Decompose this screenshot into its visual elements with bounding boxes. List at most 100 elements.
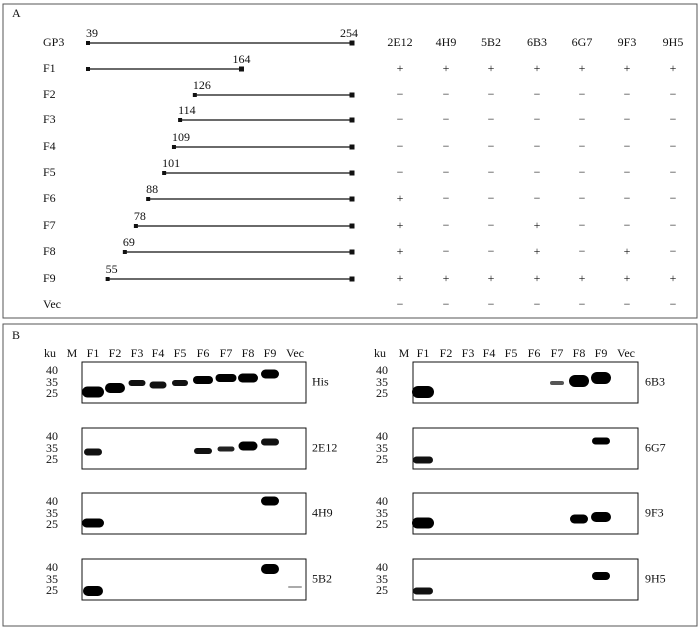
- result: +: [534, 218, 541, 232]
- result: +: [443, 61, 450, 75]
- lane-label: F5: [174, 346, 187, 360]
- band: [82, 386, 104, 398]
- column-header: 9H5: [663, 35, 684, 49]
- start-label: 114: [178, 103, 196, 117]
- result: +: [488, 271, 495, 285]
- result: −: [443, 297, 450, 311]
- start-label: 39: [86, 26, 98, 40]
- antibody-label: 4H9: [312, 505, 333, 519]
- band: [261, 369, 279, 379]
- row-label: F2: [43, 87, 56, 101]
- result: −: [397, 165, 404, 179]
- result: −: [579, 139, 586, 153]
- lane-label: F6: [197, 346, 210, 360]
- marker-label: 40: [376, 363, 388, 377]
- fragment-end: [238, 66, 244, 72]
- result: +: [670, 271, 677, 285]
- result: −: [670, 165, 677, 179]
- band: [172, 380, 188, 386]
- result: −: [443, 139, 450, 153]
- result: +: [397, 218, 404, 232]
- lane-label: F1: [417, 346, 430, 360]
- fragment-start: [86, 41, 90, 45]
- marker-label: 25: [376, 386, 388, 400]
- fragment-start: [192, 93, 197, 97]
- lane-label: F7: [551, 346, 564, 360]
- band: [149, 381, 167, 389]
- antibody-label: 2E12: [312, 440, 337, 454]
- result: −: [579, 244, 586, 258]
- result: +: [488, 61, 495, 75]
- result: +: [534, 61, 541, 75]
- marker-label: 35: [46, 375, 58, 389]
- row-label: F1: [43, 61, 56, 75]
- panel-label: B: [12, 328, 20, 342]
- result: +: [397, 191, 404, 205]
- lane-label: F8: [242, 346, 255, 360]
- result: −: [624, 191, 631, 205]
- band: [288, 586, 302, 588]
- row-label: F7: [43, 218, 56, 232]
- marker-label: 25: [376, 452, 388, 466]
- result: −: [579, 218, 586, 232]
- fragment-start: [162, 171, 167, 175]
- result: −: [488, 244, 495, 258]
- result: −: [670, 112, 677, 126]
- result: +: [534, 271, 541, 285]
- column-header: 9F3: [618, 35, 637, 49]
- lane-label: F6: [528, 346, 541, 360]
- lane-label: Vec: [286, 346, 304, 360]
- lane-label: M: [67, 346, 78, 360]
- result: +: [397, 61, 404, 75]
- result: −: [397, 297, 404, 311]
- lane-label: F2: [440, 346, 453, 360]
- result: −: [624, 139, 631, 153]
- band: [217, 446, 235, 452]
- fragment-end: [349, 196, 355, 202]
- fragment-start: [122, 250, 127, 254]
- result: +: [624, 61, 631, 75]
- result: +: [534, 244, 541, 258]
- result: −: [670, 87, 677, 101]
- band: [105, 383, 125, 393]
- start-label: 109: [172, 130, 190, 144]
- result: −: [488, 139, 495, 153]
- result: +: [624, 244, 631, 258]
- marker-label: 25: [376, 517, 388, 531]
- result: −: [443, 112, 450, 126]
- fragment-start: [171, 145, 176, 149]
- fragment-end: [349, 92, 355, 98]
- result: −: [443, 165, 450, 179]
- antibody-label: 6G7: [645, 440, 666, 454]
- marker-label: 35: [46, 572, 58, 586]
- fragment-end: [349, 40, 355, 46]
- result: −: [488, 112, 495, 126]
- result: −: [624, 112, 631, 126]
- column-header: 6B3: [527, 35, 547, 49]
- result: −: [534, 297, 541, 311]
- lane-label: F4: [152, 346, 165, 360]
- lane-label: F5: [505, 346, 518, 360]
- blot: [412, 427, 639, 470]
- band: [412, 517, 434, 529]
- row-label: F3: [43, 112, 56, 126]
- result: −: [443, 244, 450, 258]
- marker-label: 25: [46, 452, 58, 466]
- band: [570, 514, 588, 524]
- result: −: [624, 218, 631, 232]
- marker-label: 25: [46, 583, 58, 597]
- marker-label: 40: [46, 560, 58, 574]
- result: +: [579, 61, 586, 75]
- marker-label: 35: [376, 441, 388, 455]
- band: [592, 572, 610, 580]
- lane-label: F8: [573, 346, 586, 360]
- result: −: [488, 191, 495, 205]
- marker-label: 40: [376, 560, 388, 574]
- band: [238, 441, 258, 451]
- fragment-end: [349, 144, 355, 150]
- result: +: [397, 271, 404, 285]
- row-label: F8: [43, 244, 56, 258]
- band: [261, 564, 279, 574]
- result: −: [534, 112, 541, 126]
- marker-label: 40: [46, 429, 58, 443]
